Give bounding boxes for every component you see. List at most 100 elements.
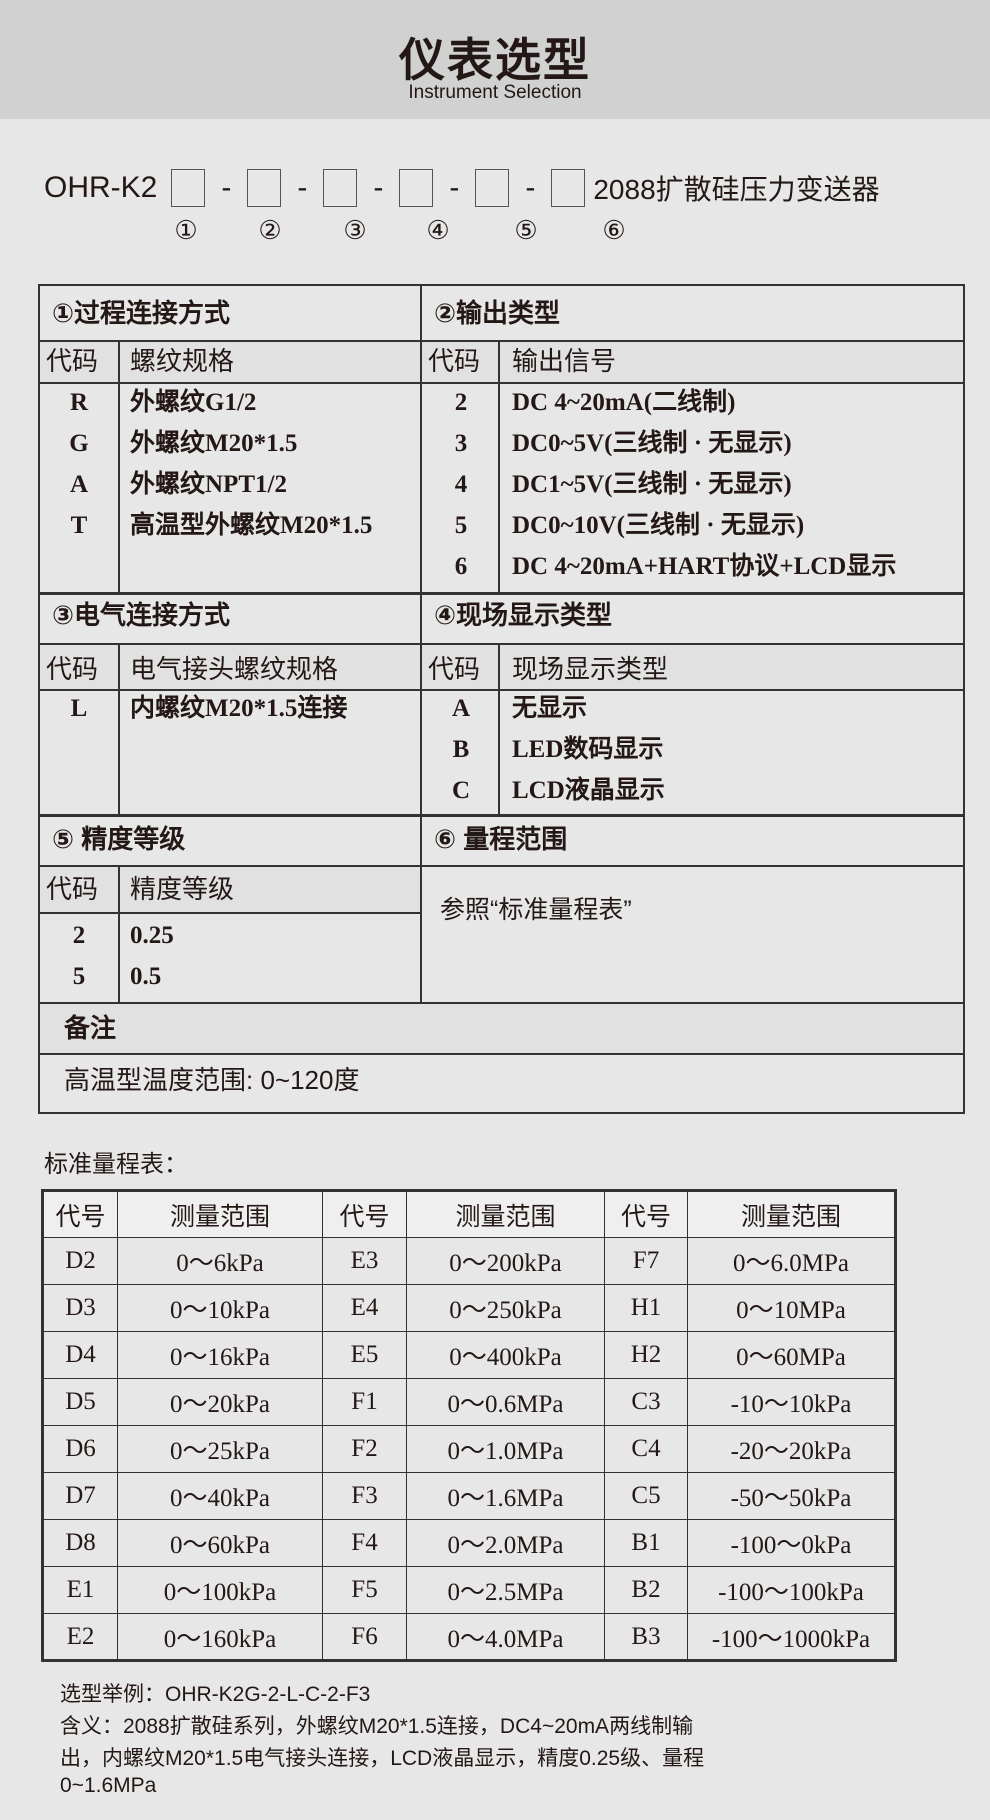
range-code: D3 [42, 1284, 118, 1332]
model-suffix: 2088扩散硅压力变送器 [593, 174, 880, 205]
code-header: 代码 [46, 346, 99, 376]
subheader-bg [40, 340, 963, 382]
model-prefix: OHR-K2 [44, 171, 158, 204]
range-table: 代号 测量范围 代号 测量范围 代号 测量范围 D2 0～6kPa E3 0～200kPa F7 0～… [41, 1189, 897, 1662]
divider [40, 1002, 963, 1004]
dash-separator: - [297, 171, 308, 204]
divider [40, 382, 963, 384]
example-line: 选型举例：OHR-K2G-2-L-C-2-F3 [60, 1683, 371, 1706]
range-value: 0～400kPa [406, 1331, 605, 1379]
subheader-bg [40, 867, 420, 914]
divider [40, 1053, 963, 1055]
option-code: 4 [454, 471, 468, 498]
range-value: -100～100kPa [687, 1566, 896, 1614]
divider [118, 643, 120, 814]
divider [498, 340, 500, 592]
column-header: 代号 [322, 1190, 407, 1238]
range-code: F2 [322, 1425, 407, 1473]
range-value: 0～60MPa [687, 1331, 896, 1379]
note-title: 备注 [64, 1013, 117, 1043]
divider [498, 643, 500, 814]
range-code: E1 [42, 1566, 118, 1614]
range-reference: 参照“标准量程表” [440, 896, 632, 924]
range-value: 0～1.6MPa [406, 1472, 605, 1520]
marker-2: ② [258, 216, 282, 246]
range-code: C4 [604, 1425, 688, 1473]
option-label: 外螺纹G1/2 [130, 389, 257, 416]
range-value: 0～200kPa [406, 1237, 605, 1285]
range-value: 0～6.0MPa [687, 1237, 896, 1285]
section-title: ①过程连接方式 [52, 298, 231, 328]
range-code: C3 [604, 1378, 688, 1426]
option-code: 2 [454, 389, 468, 416]
range-value: 0～10kPa [117, 1284, 323, 1332]
dash-separator: - [449, 171, 460, 204]
divider [40, 689, 963, 691]
range-value: 0～160kPa [117, 1613, 323, 1661]
range-value: -50～50kPa [687, 1472, 896, 1520]
marker-3: ③ [343, 216, 367, 246]
option-label: 高温型外螺纹M20*1.5 [130, 512, 373, 539]
range-code: D6 [42, 1425, 118, 1473]
option-label: 外螺纹NPT1/2 [130, 471, 287, 498]
range-code: D2 [42, 1237, 118, 1285]
range-table-title: 标准量程表： [44, 1151, 188, 1178]
option-label: DC0~5V(三线制 · 无显示) [512, 430, 792, 457]
option-label: DC 4~20mA+HART协议+LCD显示 [512, 553, 897, 580]
range-value: 0～20kPa [117, 1378, 323, 1426]
range-value: 0～2.5MPa [406, 1566, 605, 1614]
range-value: 0～16kPa [117, 1331, 323, 1379]
range-value: -100～0kPa [687, 1519, 896, 1567]
range-code: E4 [322, 1284, 407, 1332]
divider [118, 865, 120, 1002]
range-code: B3 [604, 1613, 688, 1661]
range-value: 0～4.0MPa [406, 1613, 605, 1661]
section-title: ⑤ 精度等级 [52, 824, 186, 854]
range-code: B1 [604, 1519, 688, 1567]
option-code: 3 [454, 430, 468, 457]
range-value: 0～10MPa [687, 1284, 896, 1332]
option-code: T [70, 512, 88, 539]
range-code: B2 [604, 1566, 688, 1614]
table-header-row: 代号 测量范围 代号 测量范围 代号 测量范围 [42, 1190, 896, 1238]
range-value: 0～25kPa [117, 1425, 323, 1473]
range-code: E3 [322, 1237, 407, 1285]
range-code: E2 [42, 1613, 118, 1661]
column-header: 测量范围 [117, 1190, 323, 1238]
divider [40, 340, 963, 342]
table-row: D3 0～10kPa E4 0～250kPa H1 0～10MPa [42, 1284, 896, 1332]
table-row: E2 0～160kPa F6 0～4.0MPa B3 -100～1000kPa [42, 1613, 896, 1661]
option-label: DC 4~20mA(二线制) [512, 389, 736, 416]
table-row: D6 0～25kPa F2 0～1.0MPa C4 -20～20kPa [42, 1425, 896, 1473]
range-value: 0～250kPa [406, 1284, 605, 1332]
range-code: E5 [322, 1331, 407, 1379]
divider [40, 865, 963, 867]
column-header: 测量范围 [687, 1190, 896, 1238]
option-code: A [69, 471, 89, 498]
range-code: F3 [322, 1472, 407, 1520]
range-code: F1 [322, 1378, 407, 1426]
placeholder-box-6 [551, 169, 586, 207]
option-code: 6 [454, 553, 468, 580]
table-row: E1 0～100kPa F5 0～2.5MPa B2 -100～100kPa [42, 1566, 896, 1614]
range-code: D5 [42, 1378, 118, 1426]
column-header: 测量范围 [406, 1190, 605, 1238]
marker-5: ⑤ [514, 216, 538, 246]
option-code: L [70, 695, 88, 722]
option-label: LCD液晶显示 [512, 777, 665, 804]
range-value: 0～60kPa [117, 1519, 323, 1567]
section-title: ⑥ 量程范围 [434, 824, 568, 854]
range-code: F4 [322, 1519, 407, 1567]
section-title: ③电气连接方式 [52, 600, 231, 630]
example-line: 含义：2088扩散硅系列，外螺纹M20*1.5连接，DC4~20mA两线制输 [60, 1715, 694, 1738]
name-header: 现场显示类型 [512, 654, 669, 684]
placeholder-box-2 [247, 169, 282, 207]
placeholder-box-1 [171, 169, 206, 207]
range-value: 0～6kPa [117, 1237, 323, 1285]
dash-separator: - [221, 171, 232, 204]
code-header: 代码 [428, 654, 481, 684]
range-value: -10～10kPa [687, 1378, 896, 1426]
name-header: 输出信号 [512, 346, 617, 376]
model-code-line: OHR-K2 - - - - - 2088扩散硅压力变送器 [44, 168, 880, 208]
option-code: R [69, 389, 89, 416]
